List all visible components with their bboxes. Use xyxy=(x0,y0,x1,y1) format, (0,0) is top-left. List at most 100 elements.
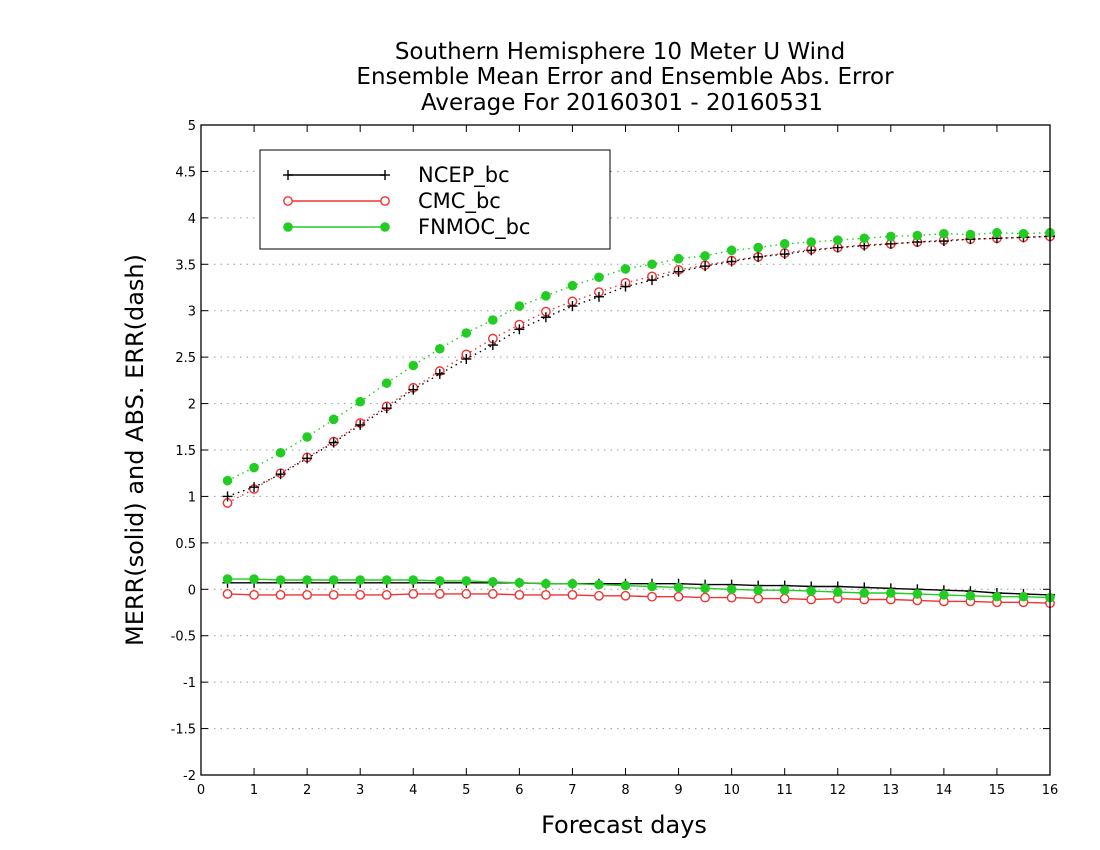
cmc-bc-merr-point xyxy=(249,589,259,600)
ncep-bc-abs-err-point xyxy=(647,275,658,286)
series-fnmoc-bc xyxy=(222,227,1055,603)
ncep-bc-abs-err-point xyxy=(355,419,366,430)
ncep-bc-abs-err-point xyxy=(753,251,764,262)
y-tick-label: 2.5 xyxy=(175,351,196,366)
x-tick-label: 3 xyxy=(356,783,364,798)
ncep-bc-abs-err-point xyxy=(726,256,737,267)
cmc-bc-merr-point xyxy=(275,589,286,600)
fnmoc-bc-merr-point xyxy=(726,584,737,595)
cmc-bc-merr-point xyxy=(408,589,419,599)
chart-title-line-3: Average For 20160301 - 20160531 xyxy=(421,90,823,116)
x-tick-label: 2 xyxy=(303,783,311,798)
y-tick-label: 0.5 xyxy=(175,537,196,552)
cmc-bc-merr-point xyxy=(434,589,445,599)
ncep-bc-abs-err-line xyxy=(227,235,1051,498)
gridlines xyxy=(201,170,1050,730)
fnmoc-bc-merr-point xyxy=(594,579,604,590)
cmc-bc-abs-err-line xyxy=(227,235,1051,504)
legend-item-ncep-bc: NCEP_bc xyxy=(283,163,510,188)
ncep-bc-abs-err-point xyxy=(328,437,339,448)
legend-marker-end xyxy=(380,196,390,206)
ncep-bc-abs-err-point xyxy=(381,403,392,414)
legend-label: CMC_bc xyxy=(418,189,501,214)
x-axis-label: Forecast days xyxy=(541,811,707,839)
legend-item-cmc-bc: CMC_bc xyxy=(283,189,501,214)
fnmoc-bc-merr-point xyxy=(302,575,312,585)
cmc-bc-merr-line xyxy=(227,593,1051,604)
cmc-bc-merr-point xyxy=(673,591,684,602)
series-ncep-bc xyxy=(222,231,1055,600)
fnmoc-bc-abs-err-point xyxy=(647,259,657,270)
fnmoc-bc-merr-point xyxy=(328,575,339,585)
ncep-bc-abs-err-point xyxy=(222,491,233,502)
cmc-bc-merr-point xyxy=(222,589,233,599)
fnmoc-bc-abs-err-point xyxy=(328,414,339,425)
fnmoc-bc-abs-err-point xyxy=(381,378,392,388)
cmc-bc-merr-point xyxy=(541,589,551,600)
chart-title-line-1: Southern Hemisphere 10 Meter U Wind xyxy=(395,39,845,65)
x-tick-label: 10 xyxy=(723,783,740,798)
cmc-bc-merr-point xyxy=(620,590,631,601)
ncep-bc-abs-err-point xyxy=(540,312,551,323)
chart-title-line-2: Ensemble Mean Error and Ensemble Abs. Er… xyxy=(356,64,894,90)
fnmoc-bc-merr-point xyxy=(461,576,472,586)
cmc-bc-merr-point xyxy=(355,589,366,600)
fnmoc-bc-merr-point xyxy=(355,575,365,585)
legend-label: NCEP_bc xyxy=(418,163,510,188)
x-tick-label: 9 xyxy=(674,783,682,798)
cmc-bc-merr-point xyxy=(302,589,313,600)
fnmoc-bc-abs-err-point xyxy=(779,239,790,249)
y-axis-label: MERR(solid) and ABS. ERR(dash) xyxy=(121,254,149,646)
ncep-bc-abs-err-point xyxy=(700,261,711,272)
cmc-bc-merr-point xyxy=(487,589,498,599)
y-tick-label: -1.5 xyxy=(171,723,196,738)
y-tick-label: 1 xyxy=(188,490,196,505)
fnmoc-bc-merr-point xyxy=(567,578,578,589)
fnmoc-bc-merr-point xyxy=(488,577,498,587)
fnmoc-bc-merr-point xyxy=(939,590,949,600)
fnmoc-bc-abs-err-point xyxy=(753,242,763,253)
legend-marker-start xyxy=(283,222,293,232)
y-tick-label: 0 xyxy=(188,583,196,598)
ncep-bc-abs-err-point xyxy=(275,469,286,480)
y-tick-label: -1 xyxy=(183,676,196,691)
fnmoc-bc-abs-err-point xyxy=(434,343,445,354)
ncep-bc-abs-err-point xyxy=(249,482,260,493)
fnmoc-bc-abs-err-point xyxy=(700,251,710,261)
ncep-bc-abs-err-point xyxy=(434,368,445,379)
y-tick-label: 3 xyxy=(188,305,196,320)
axis-ticks: -2-1.5-1-0.500.511.522.533.544.550 1 2 3 4 5 6… xyxy=(171,119,1059,798)
fnmoc-bc-abs-err-point xyxy=(408,360,419,371)
fnmoc-bc-abs-err-point xyxy=(992,227,1002,238)
fnmoc-bc-merr-point xyxy=(832,587,843,597)
legend-marker-end xyxy=(380,222,390,232)
fnmoc-bc-merr-point xyxy=(620,580,631,591)
cmc-bc-merr-point xyxy=(381,589,392,600)
legend-marker-start xyxy=(283,170,293,180)
ncep-bc-abs-err-point xyxy=(461,354,472,364)
fnmoc-bc-merr-point xyxy=(806,586,817,596)
fnmoc-bc-abs-err-point xyxy=(939,228,949,239)
cmc-bc-merr-point xyxy=(806,594,817,605)
y-tick-label: -0.5 xyxy=(171,630,196,645)
ncep-bc-abs-err-point xyxy=(673,266,684,277)
fnmoc-bc-merr-point xyxy=(275,575,286,585)
cmc-bc-merr-point xyxy=(567,589,578,600)
ncep-bc-abs-err-point xyxy=(779,249,790,260)
fnmoc-bc-merr-point xyxy=(222,574,233,584)
fnmoc-bc-abs-err-point xyxy=(886,231,896,242)
cmc-bc-merr-point xyxy=(753,593,764,604)
x-tick-label: 11 xyxy=(776,783,793,798)
fnmoc-bc-merr-point xyxy=(647,581,657,592)
fnmoc-bc-abs-err-point xyxy=(1018,228,1029,239)
fnmoc-bc-abs-err-point xyxy=(249,462,259,473)
series-layer xyxy=(222,227,1055,609)
ncep-bc-abs-err-point xyxy=(806,245,817,256)
fnmoc-bc-merr-point xyxy=(700,583,710,594)
fnmoc-bc-abs-err-point xyxy=(222,475,233,486)
fnmoc-bc-abs-err-point xyxy=(912,230,923,241)
x-tick-label: 4 xyxy=(409,783,417,798)
cmc-bc-merr-point xyxy=(461,589,472,599)
